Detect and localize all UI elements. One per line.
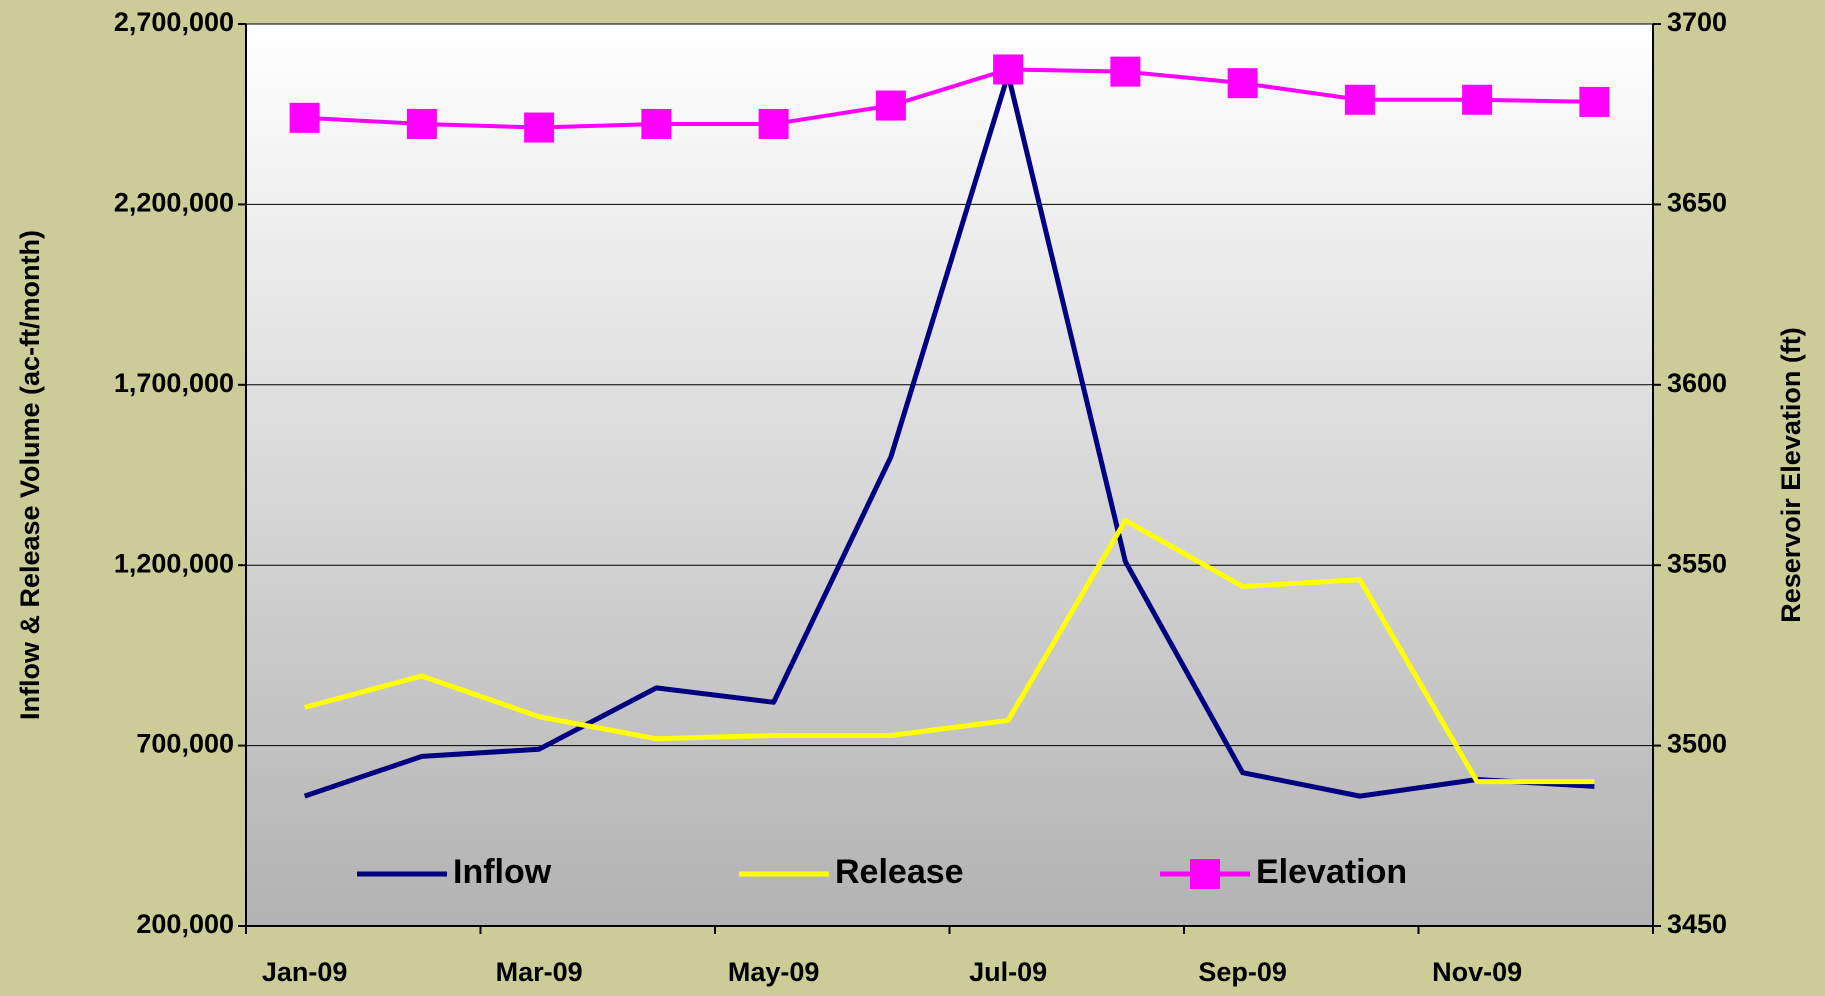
y2-tick-label: 3600	[1667, 368, 1727, 398]
legend-label: Inflow	[453, 853, 552, 891]
y2-tick-label: 3650	[1667, 188, 1727, 218]
y-tick-label: 1,700,000	[114, 368, 234, 398]
y2-axis-label: Reservoir Elevation (ft)	[1776, 327, 1806, 623]
legend-marker	[1190, 859, 1220, 889]
marker	[1579, 86, 1610, 117]
y2-tick-label: 3500	[1667, 729, 1727, 759]
series-line	[303, 72, 1595, 799]
x-tick-label: Mar-09	[496, 957, 583, 987]
marker	[993, 54, 1024, 85]
y-axis-label: Inflow & Release Volume (ac-ft/month)	[15, 230, 45, 720]
marker	[641, 108, 672, 139]
x-tick-label: Jul-09	[969, 957, 1047, 987]
marker	[406, 108, 437, 139]
x-tick-label: Jan-09	[262, 957, 348, 987]
y2-tick-label: 3700	[1667, 7, 1727, 37]
y-tick-label: 700,000	[136, 729, 234, 759]
legend-label: Release	[835, 853, 964, 891]
marker	[1110, 56, 1141, 87]
x-tick-label: Sep-09	[1198, 957, 1287, 987]
marker	[1462, 84, 1493, 115]
marker	[289, 102, 320, 133]
marker	[758, 108, 789, 139]
series-line	[303, 517, 1595, 785]
legend: Inflow Release Elevation	[357, 853, 1407, 891]
x-tick-label: Nov-09	[1432, 957, 1522, 987]
marker	[524, 112, 555, 143]
legend-label: Elevation	[1256, 853, 1407, 891]
marker	[875, 90, 906, 121]
y-tick-label: 2,700,000	[114, 7, 234, 37]
plot-area	[246, 24, 1653, 926]
y-tick-label: 1,200,000	[114, 548, 234, 578]
series-line	[304, 67, 1595, 130]
y2-tick-label: 3450	[1667, 909, 1727, 939]
marker	[1227, 68, 1258, 99]
y2-tick-label: 3550	[1667, 548, 1727, 578]
x-tick-label: May-09	[728, 957, 820, 987]
y-tick-label: 200,000	[136, 909, 234, 939]
marker	[1344, 84, 1375, 115]
y-tick-label: 2,200,000	[114, 188, 234, 218]
